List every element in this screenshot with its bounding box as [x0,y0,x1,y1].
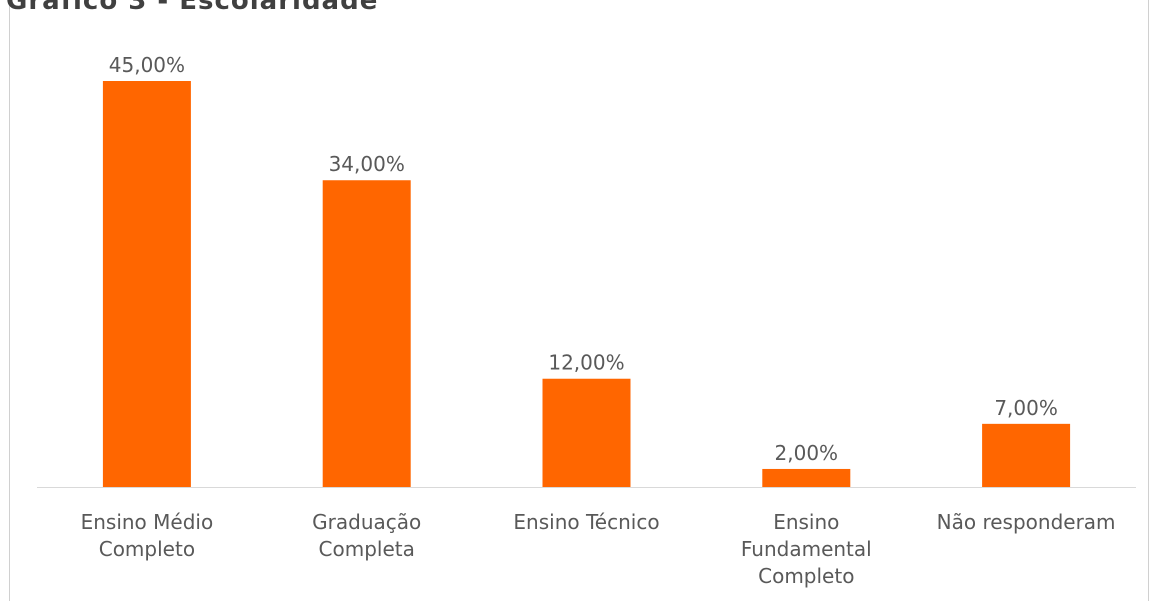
category-label-line: Ensino [773,510,839,534]
chart-title: Gráfico 3 - Escolaridade [6,0,379,16]
data-label-4: 7,00% [994,396,1058,420]
category-label-line: Completa [319,537,415,561]
bars-group [102,81,1071,487]
data-label-1: 34,00% [329,152,405,176]
category-labels-group: Ensino Médio Completo Graduação Completa Ens… [81,510,1116,588]
data-label-2: 12,00% [548,351,624,375]
category-label-line: Completo [99,537,195,561]
category-label-1: Graduação Completa [312,510,421,561]
category-label-2: Ensino Técnico [513,510,659,534]
bar-3 [762,468,851,487]
chart-frame [9,0,1149,601]
category-label-line: Fundamental [741,537,872,561]
bar-0 [102,81,191,487]
category-label-line: Ensino Médio [81,510,214,534]
bar-1 [322,180,411,487]
data-label-0: 45,00% [109,53,185,77]
category-label-line: Completo [758,564,854,588]
category-label-4: Não responderam [937,510,1116,534]
data-labels-group: 45,00% 34,00% 12,00% 2,00% 7,00% [109,53,1058,465]
category-label-line: Ensino Técnico [513,510,659,534]
bar-4 [982,423,1071,487]
category-label-3: Ensino Fundamental Completo [741,510,872,588]
bar-2 [542,378,631,487]
category-label-line: Graduação [312,510,421,534]
data-label-3: 2,00% [775,441,839,465]
category-label-0: Ensino Médio Completo [81,510,214,561]
category-label-line: Não responderam [937,510,1116,534]
